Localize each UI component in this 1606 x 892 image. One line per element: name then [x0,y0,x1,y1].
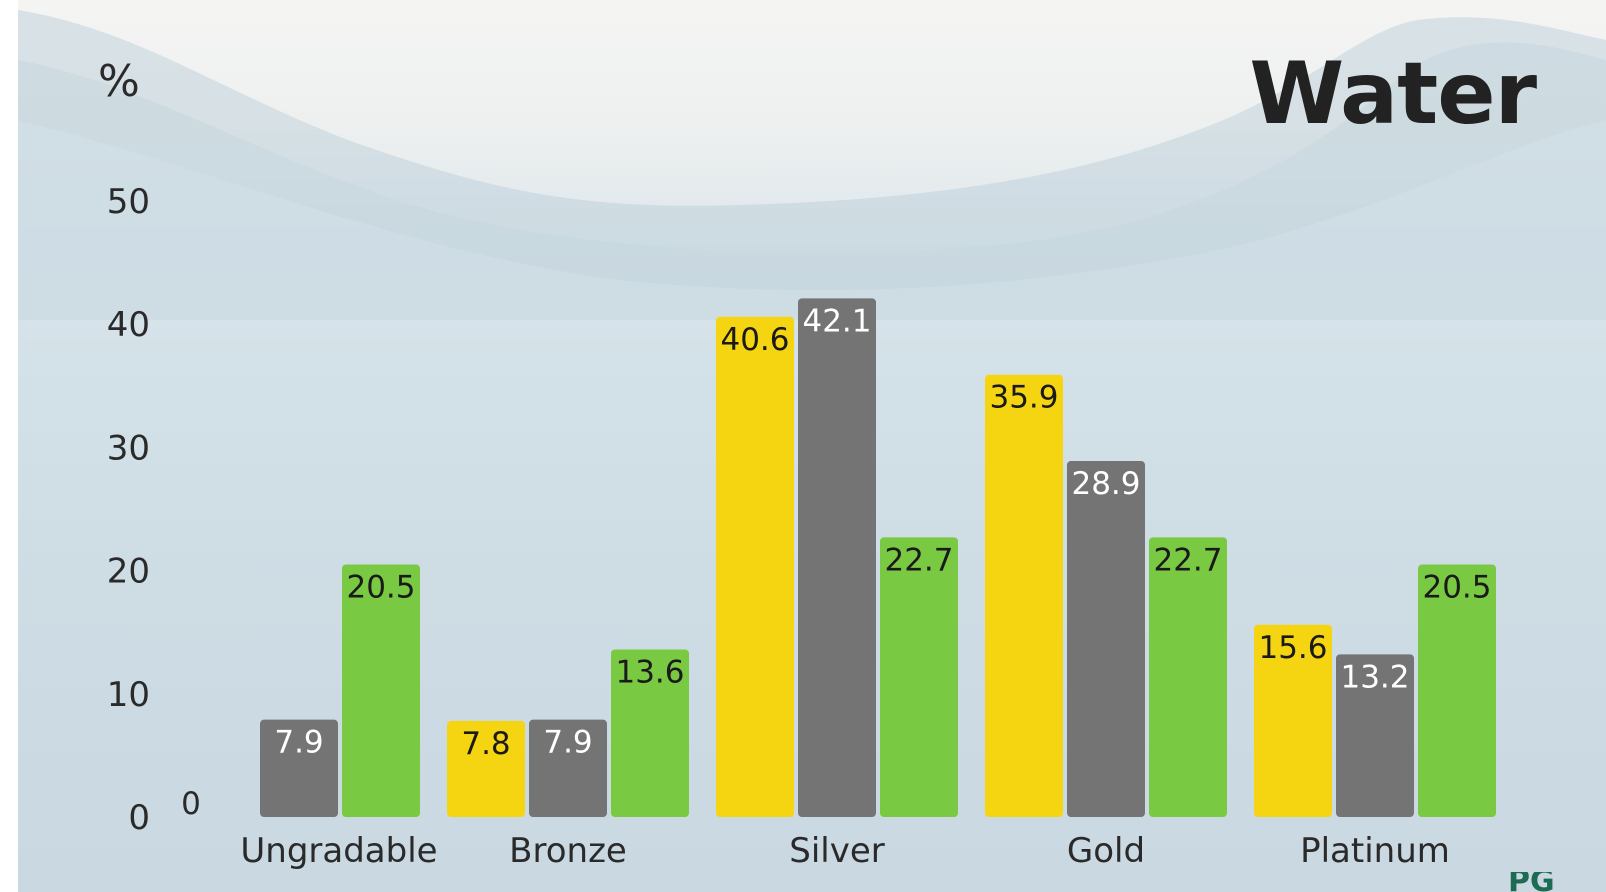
bar [985,374,1063,817]
y-tick-label: 30 [107,428,150,468]
y-tick-label: 10 [107,675,150,715]
y-tick-label: 40 [107,305,150,345]
bar [260,719,338,817]
bar [716,316,794,817]
bar-series: 0 7.9 20.5 7.8 7.9 13.6 40.6 42.1 22.7 35.9 28.9 22… [181,298,1496,822]
bar-value-label: 40.6 [720,322,789,358]
bar-value-label: 22.7 [1153,542,1222,578]
y-tick-label: 20 [107,552,150,592]
bar-value-label: 35.9 [989,380,1058,416]
bar-value-label: 13.6 [615,654,684,690]
bar [1067,460,1145,817]
bar [798,298,876,817]
y-tick-label: 50 [107,182,150,222]
bar [1336,654,1414,817]
x-category-label: Bronze [509,831,627,871]
bar-value-label: 7.8 [461,726,510,762]
bar [611,649,689,817]
bar [1418,564,1496,817]
x-category-label: Ungradable [240,831,437,871]
y-axis: 0 10 20 30 40 50 [107,182,150,838]
bar-value-label: 20.5 [346,569,415,605]
bar [1254,624,1332,817]
x-category-label: Platinum [1300,831,1450,871]
chart-title: Water [1249,44,1537,144]
bar [529,719,607,817]
bar [880,537,958,817]
bar-value-label: 0 [181,786,201,822]
bar-value-label: 20.5 [1422,569,1491,605]
x-axis: Ungradable Bronze Silver Gold Platinum [240,831,1449,871]
bar [1149,537,1227,817]
bar-value-label: 42.1 [802,303,871,339]
bar-value-label: 13.2 [1340,659,1409,695]
y-axis-unit-label: % [98,56,140,107]
brand-logo-fragment: PG [1508,872,1554,892]
y-tick-label: 0 [128,798,150,838]
x-category-label: Gold [1067,831,1145,871]
bar-value-label: 15.6 [1258,630,1327,666]
bar-value-label: 7.9 [543,725,592,761]
bar-value-label: 22.7 [884,542,953,578]
x-category-label: Silver [789,831,885,871]
bar [342,564,420,817]
bar-value-label: 7.9 [274,725,323,761]
bar-value-label: 28.9 [1071,466,1140,502]
bar [447,720,525,817]
water-surface-wave [18,10,1606,320]
